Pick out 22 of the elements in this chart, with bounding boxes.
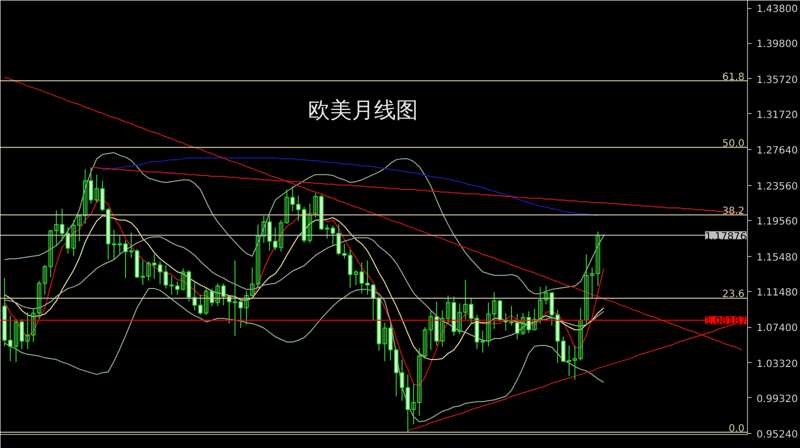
line-series [4,215,604,360]
annotation: 23.6 [722,289,744,300]
ref-line-label: 1.17876 [705,231,747,242]
y-tick-label: 1.43800 [756,4,798,16]
y-tick-label: 1.15480 [756,252,798,264]
y-tick-label: 1.27640 [756,146,798,157]
y-tick-label: 1.35720 [756,74,798,86]
y-tick-label: 1.07400 [756,323,798,334]
y-tick-label: 1.23560 [756,181,798,192]
y-tick-label: 1.31720 [756,110,798,121]
y-tick-label: 1.03320 [756,358,798,370]
y-tick-label: 0.95240 [756,430,798,441]
annotation: 61.8 [722,72,744,83]
annotation: 0.0 [728,423,745,434]
y-tick-label: 1.11480 [756,287,798,298]
line-series [102,157,598,216]
ref-line-label: 1.08187 [705,316,747,328]
text: 欧美月线图 [308,98,418,124]
y-tick-label: 1.19560 [756,216,798,228]
annotation: 50.0 [722,138,744,150]
y-tick-label: 1.39800 [756,39,798,50]
y-tick-label: 0.99320 [756,394,798,405]
